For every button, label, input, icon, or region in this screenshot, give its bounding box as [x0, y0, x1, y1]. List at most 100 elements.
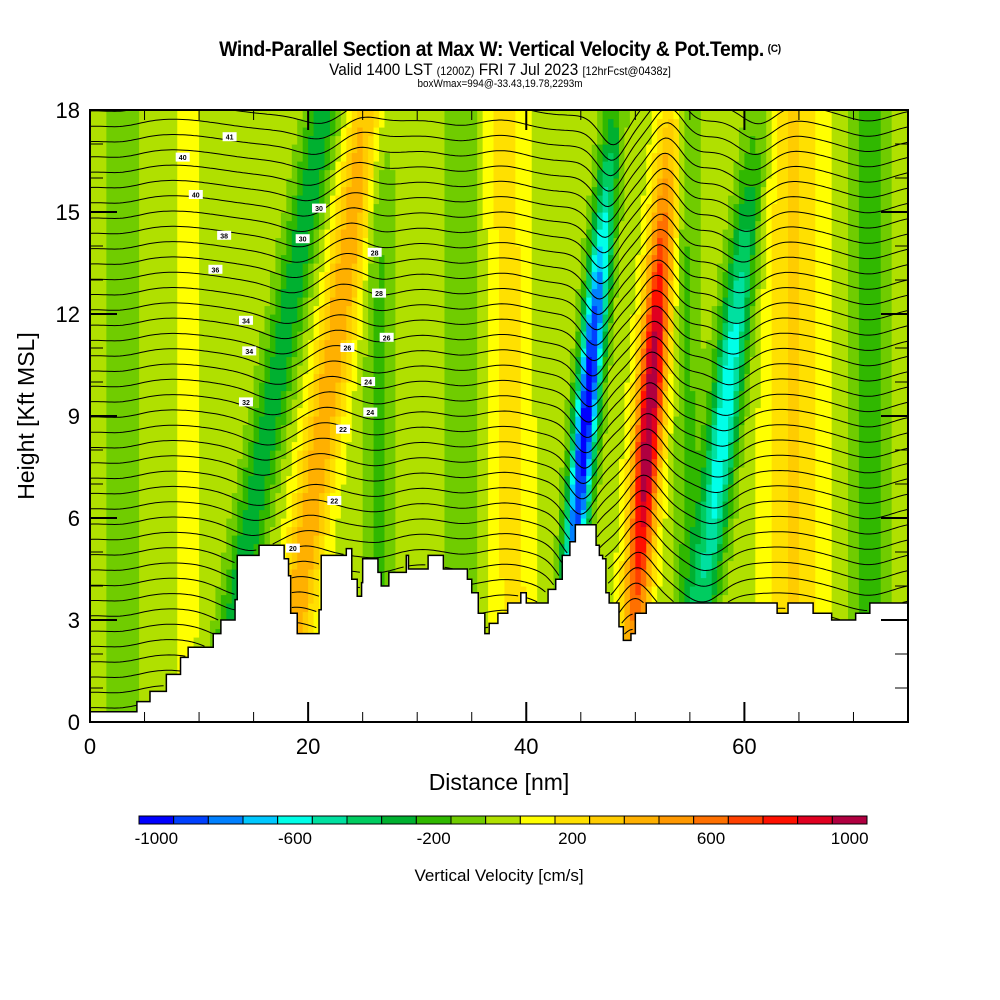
theta-contour-line: [297, 622, 317, 629]
field-cell: [362, 110, 369, 196]
field-cell: [662, 127, 669, 154]
field-cell: [657, 339, 664, 383]
field-cell: [580, 331, 587, 349]
field-cell: [580, 314, 587, 332]
field-cell: [237, 458, 244, 502]
field-cell: [259, 331, 266, 383]
field-cell: [597, 246, 604, 273]
theta-contour-line: [479, 594, 519, 599]
field-cell: [379, 169, 386, 256]
field-cell: [624, 560, 631, 681]
field-cell: [269, 450, 277, 485]
field-cell: [493, 229, 500, 722]
field-cell: [264, 305, 271, 349]
field-cell: [733, 254, 740, 281]
contour-label: 26: [379, 332, 394, 342]
colorbar-swatch: [346, 815, 383, 825]
field-cell: [493, 110, 500, 230]
field-cell: [602, 110, 609, 145]
theta-contour-line: [90, 443, 908, 515]
field-cell: [286, 356, 293, 392]
field-cell: [738, 110, 745, 128]
copyright-mark: (C): [767, 43, 782, 55]
theta-contour-line: [90, 110, 908, 146]
field-cell: [499, 110, 506, 579]
field-cell: [297, 118, 304, 162]
field-cell: [586, 501, 593, 519]
field-cell: [313, 535, 320, 570]
field-cell: [335, 229, 342, 264]
theta-contour-line: [727, 592, 868, 611]
field-cell: [635, 254, 642, 315]
field-cell: [575, 331, 582, 358]
field-cell: [597, 365, 604, 383]
field-cell: [738, 203, 745, 230]
field-cell: [706, 339, 713, 392]
field-cell: [640, 586, 647, 613]
field-cell: [591, 399, 598, 417]
field-cell: [537, 110, 544, 722]
colorbar-swatch: [762, 815, 799, 825]
field-cell: [291, 492, 298, 528]
field-cell: [651, 212, 658, 230]
field-cell: [717, 339, 724, 358]
field-cell: [319, 373, 326, 494]
field-cell: [657, 526, 664, 587]
field-cell: [340, 382, 347, 417]
y-tick-label: 12: [56, 302, 80, 327]
contour-label: 32: [238, 397, 253, 407]
theta-contour-line: [604, 520, 908, 572]
colorbar-swatch: [381, 815, 417, 825]
theta-contour-line: [599, 505, 908, 556]
field-cell: [329, 110, 336, 137]
field-cell: [668, 110, 675, 120]
field-cell: [302, 611, 309, 647]
colorbar-swatch: [658, 815, 695, 825]
field-cell: [744, 373, 751, 417]
contour-label-bg: [285, 543, 300, 553]
contour-label: 40: [175, 152, 190, 162]
field-cell: [329, 169, 336, 196]
field-cell: [815, 110, 822, 722]
contour-label: 24: [361, 377, 376, 387]
field-cell: [717, 543, 724, 562]
field-cell: [602, 331, 609, 358]
field-cell: [755, 110, 762, 154]
theta-contour-line: [90, 577, 235, 595]
field-cell: [177, 110, 184, 722]
field-cell: [553, 535, 560, 596]
field-cell: [286, 263, 293, 358]
contour-label: 28: [367, 247, 382, 257]
field-cell: [597, 195, 604, 213]
field-cell: [302, 127, 309, 171]
field-cell: [728, 467, 735, 485]
field-cell: [717, 560, 724, 596]
field-cell: [580, 390, 587, 409]
field-cell: [384, 110, 391, 154]
field-cell: [569, 407, 576, 434]
field-cell: [259, 382, 266, 417]
field-cell: [482, 229, 489, 722]
field-cell: [668, 433, 675, 715]
contour-label: 40: [188, 190, 203, 200]
field-cell: [717, 382, 724, 409]
field-cell: [368, 212, 375, 264]
field-cell: [264, 475, 271, 519]
field-cell: [368, 135, 375, 179]
field-cell: [635, 441, 642, 477]
field-cell: [711, 382, 718, 409]
field-cell: [335, 161, 342, 196]
theta-contour-line: [90, 228, 908, 300]
terrain: [90, 524, 908, 722]
field-cell: [657, 152, 664, 179]
field-cell: [313, 229, 320, 264]
field-cell: [569, 348, 576, 383]
field-cell: [608, 118, 615, 154]
field-cell: [657, 382, 664, 409]
colorbar-swatch: [485, 815, 521, 825]
contour-label-text: 28: [371, 250, 379, 257]
field-cell: [253, 441, 260, 545]
field-cell: [384, 152, 391, 722]
colorbar-swatch: [207, 815, 244, 825]
field-cell: [280, 212, 287, 256]
